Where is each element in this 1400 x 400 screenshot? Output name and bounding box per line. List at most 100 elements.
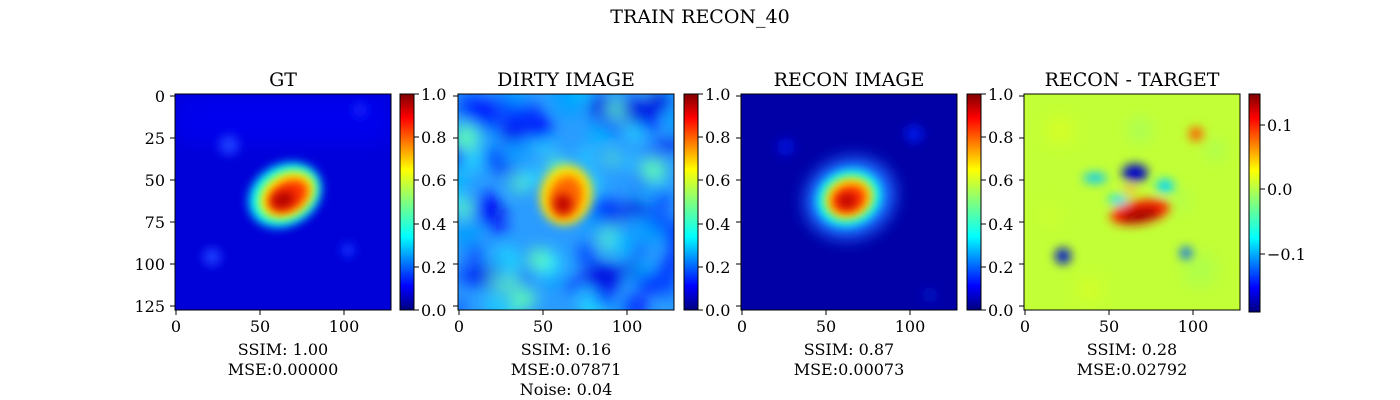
noise-speckle	[522, 307, 532, 310]
x-tick-label: 100	[329, 317, 360, 336]
colorbar-tick: 0.6	[988, 171, 1013, 190]
noise-speckle	[627, 197, 648, 218]
heatmap-image	[175, 94, 391, 310]
noise-speckle	[528, 248, 549, 270]
noise-speckle	[589, 94, 612, 117]
y-axis-ticks	[453, 95, 458, 307]
x-tick-label: 0	[737, 317, 747, 336]
noise-speckle	[489, 204, 506, 221]
x-tick-label: 100	[1178, 317, 1209, 336]
panel-gt: GT 0 25 50 75 100 125	[134, 69, 446, 379]
colorbar-tick: 0.6	[705, 171, 730, 190]
colorbar-tick: 0.0	[705, 301, 730, 320]
x-tick-label: 100	[895, 317, 926, 336]
noise-speckle	[533, 116, 552, 135]
noise-speckle	[666, 251, 674, 270]
noise-speckle	[557, 153, 569, 165]
colorbar-tick: 0.6	[421, 171, 446, 190]
colorbar: 0.0 0.2 0.4 0.6 0.8 1.0	[966, 85, 1013, 320]
noise-speckle	[664, 221, 674, 246]
heatmap-image	[741, 94, 957, 310]
noise-speckle	[608, 231, 632, 255]
colorbar-tick: 0.2	[988, 258, 1013, 277]
metric-mse: MSE:0.00000	[228, 360, 339, 379]
noise-speckle	[593, 289, 612, 308]
x-tick-label: 50	[533, 317, 553, 336]
noise-speckle	[458, 266, 477, 285]
noise-speckle	[458, 199, 473, 218]
colorbar-tick: 0.0	[1267, 180, 1292, 199]
noise-speckle	[645, 94, 672, 113]
colorbar-tick: −0.1	[1267, 245, 1306, 264]
noise-speckle	[656, 261, 672, 278]
axes-frame	[457, 93, 675, 311]
colorbar-tick: 0.0	[988, 301, 1013, 320]
axes-frame	[1023, 93, 1241, 311]
axes-frame	[174, 93, 392, 311]
x-tick-label: 50	[1099, 317, 1119, 336]
noise-speckle	[632, 244, 646, 258]
metric-mse: MSE:0.07871	[511, 360, 622, 379]
x-axis: 0 50 100	[171, 310, 359, 336]
noise-speckle	[664, 135, 674, 152]
noise-speckle	[636, 273, 658, 295]
noise-speckle	[651, 189, 670, 207]
colorbar-tick: 1.0	[988, 85, 1013, 104]
noise-speckle	[486, 295, 502, 310]
panel-dirty-image: DIRTY IMAGE 0 50 100 0.0	[453, 69, 730, 399]
noise-speckle	[641, 116, 658, 133]
noise-speckle	[458, 125, 479, 151]
noise-speckle	[566, 278, 581, 293]
x-tick-label: 0	[1020, 317, 1030, 336]
metric-mse: MSE:0.00073	[794, 360, 905, 379]
colorbar-tick: 0.1	[1267, 116, 1292, 135]
metric-ssim: SSIM: 0.28	[1087, 340, 1177, 359]
y-tick-label: 0	[155, 87, 165, 106]
noise-speckle	[525, 169, 542, 186]
panel-title: RECON IMAGE	[774, 69, 925, 91]
colorbar-tick: 1.0	[705, 85, 730, 104]
noise-speckle	[482, 135, 495, 148]
noise-speckle	[511, 176, 528, 192]
colorbar: −0.1 0.0 0.1	[1248, 93, 1306, 313]
noise-speckle	[483, 148, 505, 170]
noise-speckle	[458, 173, 466, 196]
noise-speckle	[492, 222, 507, 237]
x-axis: 0 50 100	[737, 310, 925, 336]
panel-title: DIRTY IMAGE	[497, 69, 635, 91]
noise-speckle	[605, 116, 623, 134]
colorbar-tick: 0.4	[705, 215, 730, 234]
x-tick-label: 100	[612, 317, 643, 336]
metric-noise: Noise: 0.04	[520, 380, 613, 399]
noise-speckle	[469, 99, 496, 127]
metric-ssim: SSIM: 0.16	[521, 340, 611, 359]
y-tick-label: 25	[145, 129, 165, 148]
colorbar-tick: 0.8	[705, 128, 730, 147]
noise-speckle	[621, 296, 646, 310]
noise-speckle	[497, 256, 509, 268]
colorbar-tick: 0.4	[988, 215, 1013, 234]
noise-speckle	[555, 94, 582, 117]
x-tick-label: 0	[171, 317, 181, 336]
noise-speckle	[619, 96, 643, 119]
x-tick-label: 0	[454, 317, 464, 336]
noise-speckle	[592, 196, 617, 221]
noise-speckle	[458, 301, 466, 310]
noise-speckle	[648, 209, 669, 230]
panel-title: GT	[269, 69, 297, 91]
metric-ssim: SSIM: 1.00	[238, 340, 328, 359]
metric-ssim: SSIM: 0.87	[804, 340, 894, 359]
colorbar-tick: 0.2	[421, 258, 446, 277]
y-axis: 0 25 50 75 100 125	[134, 87, 175, 316]
noise-speckle	[666, 109, 674, 131]
panel-recon-minus-target: RECON - TARGET	[1019, 69, 1306, 379]
panel-recon-image: RECON IMAGE 0 50 100	[736, 69, 1013, 379]
noise-speckle	[466, 244, 482, 259]
noise-speckle	[595, 262, 623, 291]
noise-speckle	[496, 271, 509, 284]
heatmap-image	[458, 94, 674, 310]
noise-speckle	[506, 141, 526, 161]
colorbar: 0.0 0.2 0.4 0.6 0.8 1.0	[683, 85, 730, 320]
figure-suptitle: TRAIN RECON_40	[610, 6, 789, 28]
